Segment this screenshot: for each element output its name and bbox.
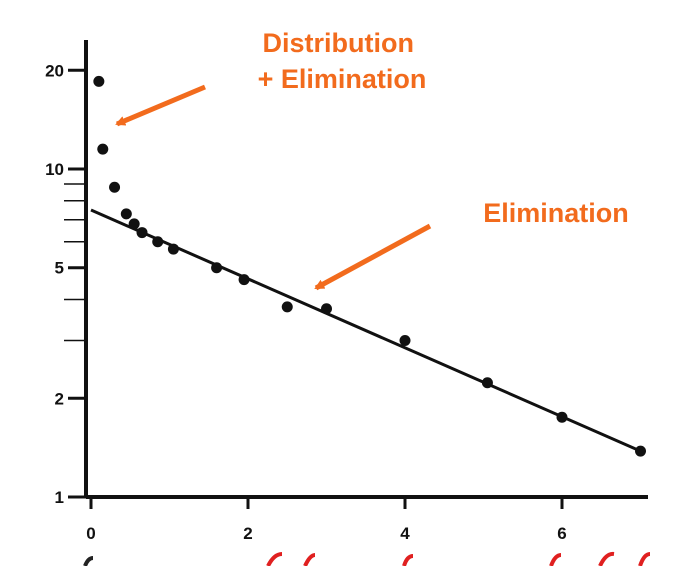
data-point — [321, 303, 332, 315]
x-tick-group: 0 2 4 6 — [86, 497, 567, 543]
data-point — [136, 227, 148, 239]
data-points — [93, 75, 646, 457]
bottom-partial-caption — [83, 551, 651, 566]
svg-text:Distribution + Eliminati: Distribution + Elimination — [258, 28, 427, 94]
annotation-distribution: Distribution + Elimination — [115, 28, 427, 127]
y-tick-label: 20 — [45, 61, 64, 80]
data-point — [167, 243, 179, 255]
annotation-distribution-line-2: + Elimination — [258, 64, 427, 94]
y-tick-label: 2 — [55, 389, 64, 408]
data-point — [281, 301, 293, 313]
data-point — [97, 143, 109, 155]
data-point — [109, 181, 121, 193]
partial-red-glyphs — [266, 551, 651, 566]
data-point — [556, 411, 568, 423]
y-tick-label: 1 — [55, 488, 64, 507]
data-point — [635, 445, 646, 457]
data-point — [211, 262, 223, 274]
annotation-distribution-line-1: Distribution — [263, 28, 414, 58]
annotation-elimination: Elimination — [314, 198, 629, 291]
data-point — [399, 335, 411, 347]
data-point — [238, 274, 250, 286]
arrow-distribution — [115, 84, 206, 127]
annotation-elimination-line-1: Elimination — [483, 198, 629, 228]
elimination-fit-line — [90, 208, 642, 453]
x-tick-label: 4 — [400, 524, 410, 543]
y-tick-label: 5 — [55, 259, 64, 278]
partial-dark-glyph — [83, 556, 94, 566]
svg-text:Elimination: Elimination — [483, 198, 629, 228]
x-tick-label: 0 — [86, 524, 95, 543]
arrow-elimination — [314, 223, 432, 291]
y-tick-group: 1 2 5 10 20 — [45, 61, 86, 507]
data-point — [120, 208, 132, 220]
y-minor-tick-group — [64, 183, 86, 342]
x-tick-label: 6 — [557, 524, 566, 543]
x-tick-label: 2 — [243, 524, 252, 543]
data-point — [128, 218, 140, 230]
data-point — [93, 75, 105, 87]
data-point — [481, 377, 493, 389]
data-point — [152, 236, 164, 248]
y-tick-label: 10 — [45, 160, 64, 179]
